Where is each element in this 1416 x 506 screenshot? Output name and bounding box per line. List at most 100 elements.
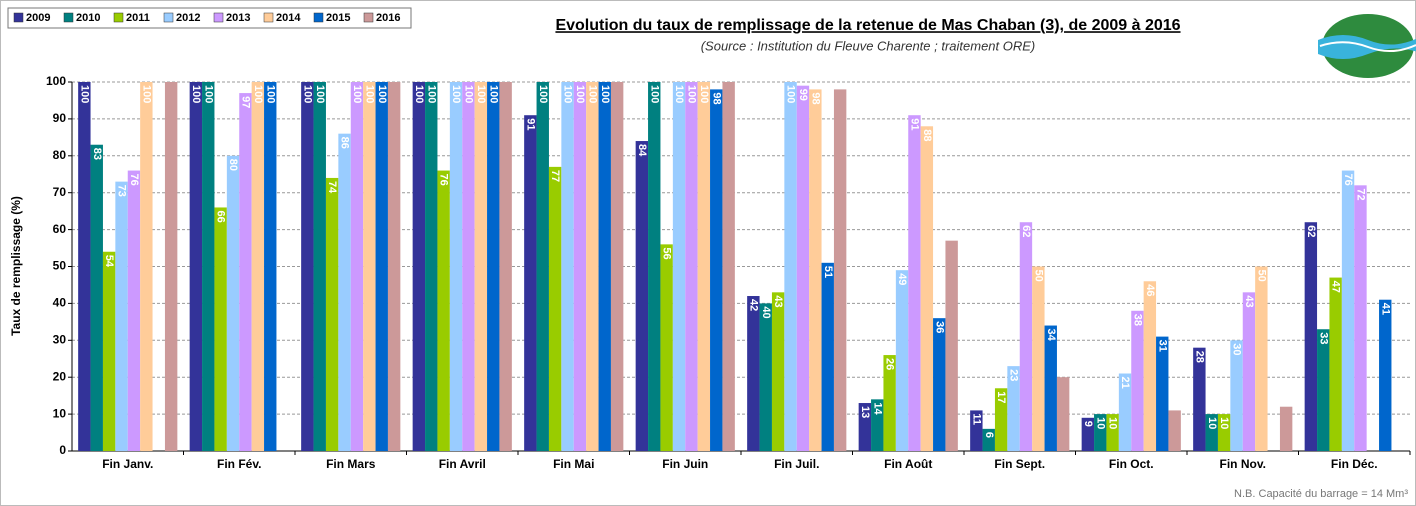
data-label: 40	[760, 306, 772, 318]
bar	[1279, 406, 1293, 451]
data-label: 47	[1330, 281, 1342, 293]
bar	[1255, 266, 1268, 451]
data-label: 43	[772, 295, 784, 307]
data-label: 100	[785, 85, 797, 103]
bar	[1081, 417, 1095, 451]
data-label: 38	[1132, 314, 1144, 326]
data-label: 76	[128, 174, 140, 186]
bar	[90, 144, 103, 452]
data-label: 10	[1218, 417, 1230, 429]
data-label: 83	[91, 148, 103, 160]
data-label: 76	[1342, 174, 1354, 186]
bar	[1094, 414, 1107, 451]
data-label: 23	[1008, 369, 1020, 381]
data-label: 97	[240, 96, 252, 108]
bar	[474, 82, 488, 451]
bar	[1304, 222, 1318, 451]
data-label: 17	[995, 391, 1007, 403]
bar	[994, 388, 1008, 451]
chart-title: Evolution du taux de remplissage de la r…	[555, 17, 1180, 34]
bar	[1242, 292, 1256, 451]
bar	[920, 126, 934, 451]
bar	[1317, 329, 1330, 451]
x-tick-label: Fin Nov.	[1220, 457, 1266, 471]
bar	[189, 82, 203, 451]
data-label: 62	[1305, 225, 1317, 237]
bar	[1044, 325, 1057, 451]
bar	[648, 82, 661, 451]
data-label: 100	[463, 85, 475, 103]
bar	[871, 399, 884, 451]
data-label: 56	[661, 247, 673, 259]
legend-label: 2012	[176, 12, 200, 24]
legend-swatch	[63, 12, 74, 23]
legend-label: 2011	[126, 12, 150, 24]
bar	[363, 82, 376, 451]
data-label: 42	[747, 299, 759, 311]
bar	[127, 170, 141, 451]
bar	[1193, 347, 1206, 451]
x-tick-label: Fin Avril	[439, 457, 486, 471]
bar	[425, 82, 438, 451]
data-label: 54	[103, 255, 115, 268]
legend-swatch	[113, 12, 124, 23]
data-label: 51	[822, 266, 834, 278]
data-label: 100	[78, 85, 90, 103]
data-label: 73	[116, 185, 128, 197]
bar	[412, 82, 426, 451]
bar	[982, 428, 995, 451]
data-label: 77	[549, 170, 561, 182]
x-tick-label: Fin Fév.	[217, 457, 261, 471]
bar	[548, 166, 562, 451]
data-label: 21	[1119, 377, 1131, 389]
bar	[487, 82, 500, 451]
bar	[883, 355, 896, 451]
data-label: 100	[140, 85, 152, 103]
data-label: 100	[586, 85, 598, 103]
data-label: 100	[314, 85, 326, 103]
data-label: 100	[686, 85, 698, 103]
bar	[524, 115, 537, 452]
bar	[1143, 281, 1157, 451]
data-label: 41	[1379, 303, 1391, 315]
data-label: 10	[1094, 417, 1106, 429]
bar	[771, 292, 785, 451]
y-tick-label: 80	[53, 148, 67, 162]
bar	[375, 82, 388, 451]
x-tick-label: Fin Mars	[326, 457, 376, 471]
bar	[945, 240, 958, 451]
data-label: 76	[438, 174, 450, 186]
bar	[1379, 299, 1392, 451]
data-label: 100	[351, 85, 363, 103]
data-label: 100	[537, 85, 549, 103]
bar	[809, 89, 822, 451]
y-tick-label: 40	[53, 296, 67, 310]
legend-label: 2009	[26, 12, 50, 24]
data-label: 80	[227, 159, 239, 171]
bar	[895, 270, 909, 451]
legend-swatch	[163, 12, 174, 23]
bar	[226, 155, 240, 452]
x-tick-label: Fin Juil.	[774, 457, 819, 471]
bar	[598, 82, 611, 451]
bar	[1156, 336, 1169, 451]
legend-swatch	[363, 12, 374, 23]
data-label: 100	[673, 85, 685, 103]
bar	[710, 89, 723, 451]
bar	[1354, 185, 1367, 451]
bar	[164, 82, 178, 451]
bar	[1131, 310, 1144, 451]
bar	[1205, 414, 1218, 451]
data-label: 100	[202, 85, 214, 103]
bar	[933, 318, 946, 451]
data-label: 13	[859, 406, 871, 418]
bar	[833, 89, 847, 451]
y-tick-label: 60	[53, 222, 67, 236]
bar	[970, 410, 983, 451]
x-tick-label: Fin Août	[884, 457, 932, 471]
bar	[325, 177, 339, 451]
bar	[586, 82, 599, 451]
data-label: 33	[1317, 332, 1329, 344]
data-label: 46	[1144, 284, 1156, 296]
